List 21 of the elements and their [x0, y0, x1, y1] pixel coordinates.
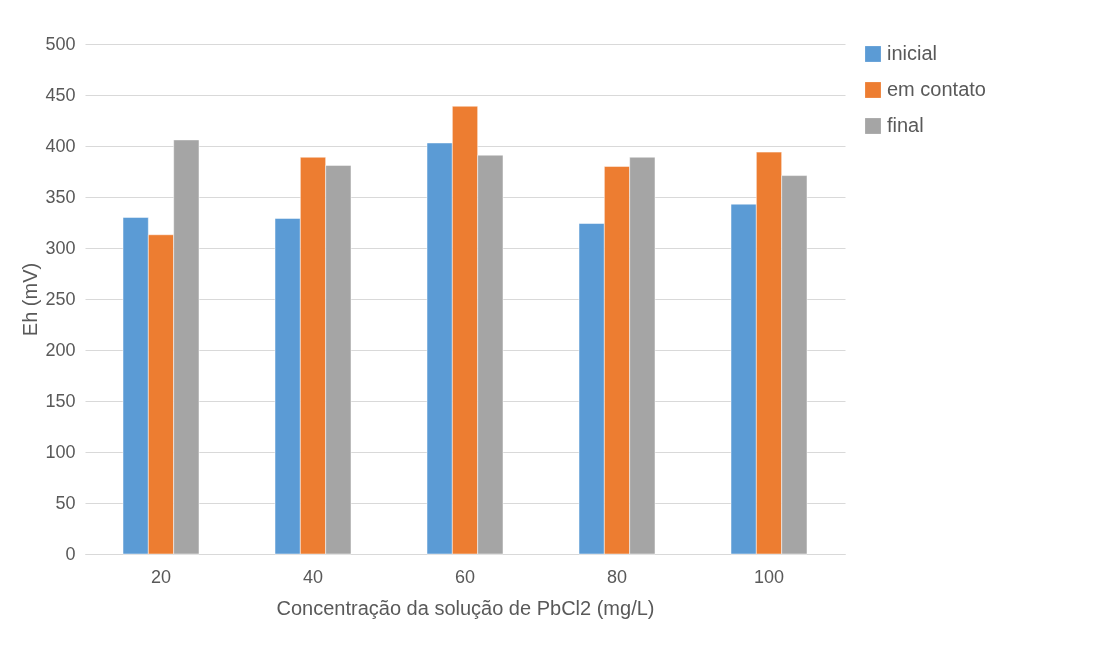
y-tick-label: 250 [45, 288, 76, 309]
y-tick-label: 500 [45, 33, 76, 54]
x-tick-label: 60 [454, 566, 476, 587]
x-axis-title: Concentração da solução de PbCl2 (mg/L) [276, 596, 655, 619]
y-tick-label: 400 [45, 135, 76, 156]
y-tick-label: 450 [45, 84, 76, 105]
x-tick-label: 20 [150, 566, 172, 587]
y-tick-label: 350 [45, 186, 76, 207]
x-tick-label: 100 [753, 566, 785, 587]
y-tick-label: 150 [45, 390, 76, 411]
y-tick-label: 200 [45, 339, 76, 360]
legend-label: inicial [887, 42, 938, 64]
y-axis-title: Eh (mV) [19, 262, 42, 337]
x-tick-label: 80 [606, 566, 628, 587]
y-tick-label: 300 [45, 237, 76, 258]
y-tick-label: 100 [45, 441, 76, 462]
y-tick-label: 0 [65, 543, 76, 564]
legend-label: em contato [887, 78, 986, 100]
legend-label: final [887, 114, 924, 136]
y-tick-label: 50 [55, 492, 76, 513]
x-tick-label: 40 [302, 566, 324, 587]
